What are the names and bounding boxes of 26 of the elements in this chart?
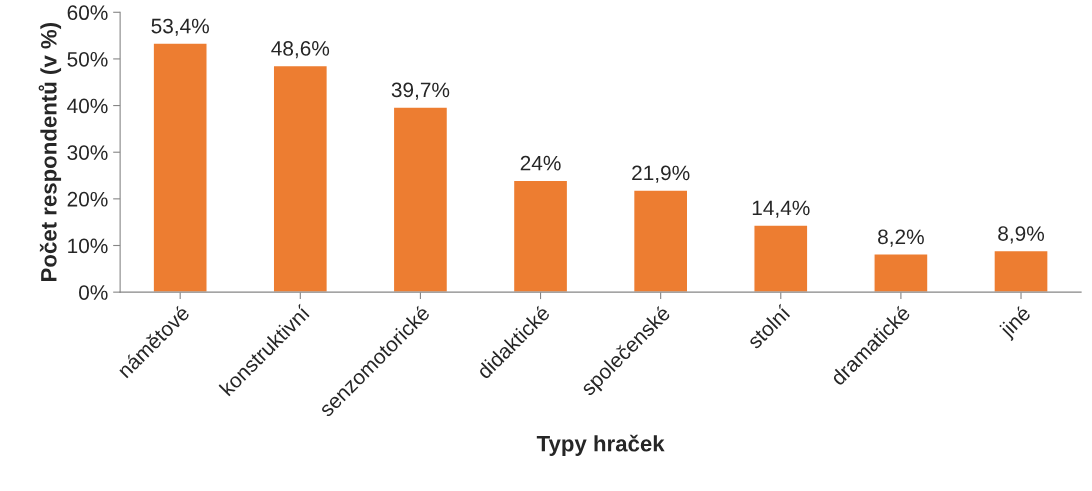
y-tick-label: 10% bbox=[68, 238, 108, 254]
x-axis-title: Typy hraček bbox=[536, 434, 665, 456]
bar bbox=[993, 249, 1049, 293]
x-tick-label: jiné bbox=[997, 304, 1035, 342]
y-tick-label: 20% bbox=[67, 191, 108, 207]
bar bbox=[753, 224, 809, 293]
data-label: 21,9% bbox=[632, 165, 690, 183]
bar bbox=[152, 42, 208, 293]
y-tick-label: 50% bbox=[67, 51, 108, 67]
bar bbox=[632, 189, 689, 293]
y-tick-label: 60% bbox=[67, 5, 108, 21]
y-tick-label: 30% bbox=[67, 145, 108, 160]
data-label: 8,2% bbox=[878, 229, 924, 247]
bar bbox=[272, 64, 329, 293]
data-label: 24% bbox=[520, 155, 561, 171]
bar bbox=[873, 253, 929, 293]
y-tick-label: 40% bbox=[67, 98, 108, 114]
y-tick-label: 0% bbox=[79, 285, 108, 300]
y-axis-title: Počet respondentů (v %) bbox=[38, 23, 62, 281]
data-label: 8,9% bbox=[998, 226, 1045, 244]
bar bbox=[392, 106, 449, 293]
data-label: 39,7% bbox=[391, 82, 450, 100]
bar bbox=[512, 179, 569, 293]
data-label: 14,4% bbox=[752, 200, 810, 218]
data-label: 53,4% bbox=[151, 18, 209, 36]
data-label: 48,6% bbox=[271, 41, 330, 59]
